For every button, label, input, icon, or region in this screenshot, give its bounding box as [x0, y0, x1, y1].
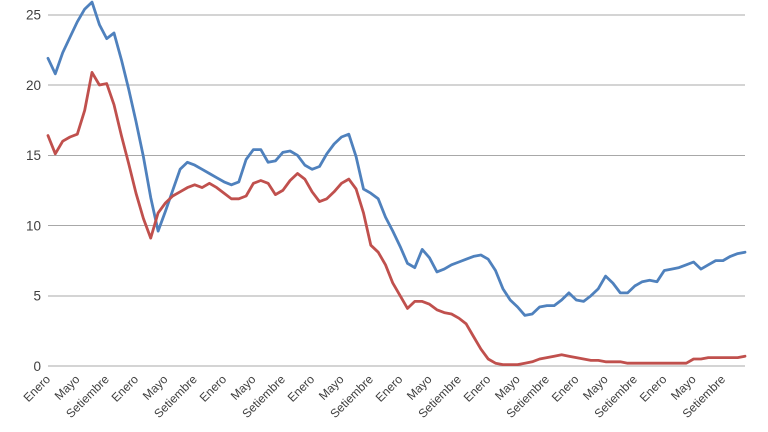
- y-axis-tick-label: 25: [26, 8, 41, 23]
- x-axis-tick-label: Enero: [21, 372, 54, 405]
- y-axis-labels-group: 0 5 10 15 20 25: [26, 8, 41, 374]
- x-axis-tick-label: Enero: [549, 372, 582, 405]
- y-axis-tick-label: 10: [26, 218, 41, 233]
- x-axis-tick-label: Enero: [285, 372, 318, 405]
- y-axis-tick-label: 15: [26, 148, 41, 163]
- blue-series-line: [46, 0, 747, 317]
- gridlines-group: [48, 14, 745, 367]
- x-axis-tick-label: Enero: [461, 372, 494, 405]
- x-axis-tick-label: Enero: [109, 372, 142, 405]
- y-axis-tick-label: 5: [33, 289, 41, 304]
- y-axis-tick-label: 0: [33, 359, 41, 374]
- red-series-line: [46, 71, 747, 367]
- x-axis-tick-label: Enero: [373, 372, 406, 405]
- series-lines-group: [46, 0, 747, 367]
- x-axis-tick-label: Enero: [637, 372, 670, 405]
- x-axis-labels-group: EneroMayoSetiembreEneroMayoSetiembreEner…: [21, 372, 729, 421]
- x-axis-tick-label: Enero: [197, 372, 230, 405]
- y-axis-tick-label: 20: [26, 78, 41, 93]
